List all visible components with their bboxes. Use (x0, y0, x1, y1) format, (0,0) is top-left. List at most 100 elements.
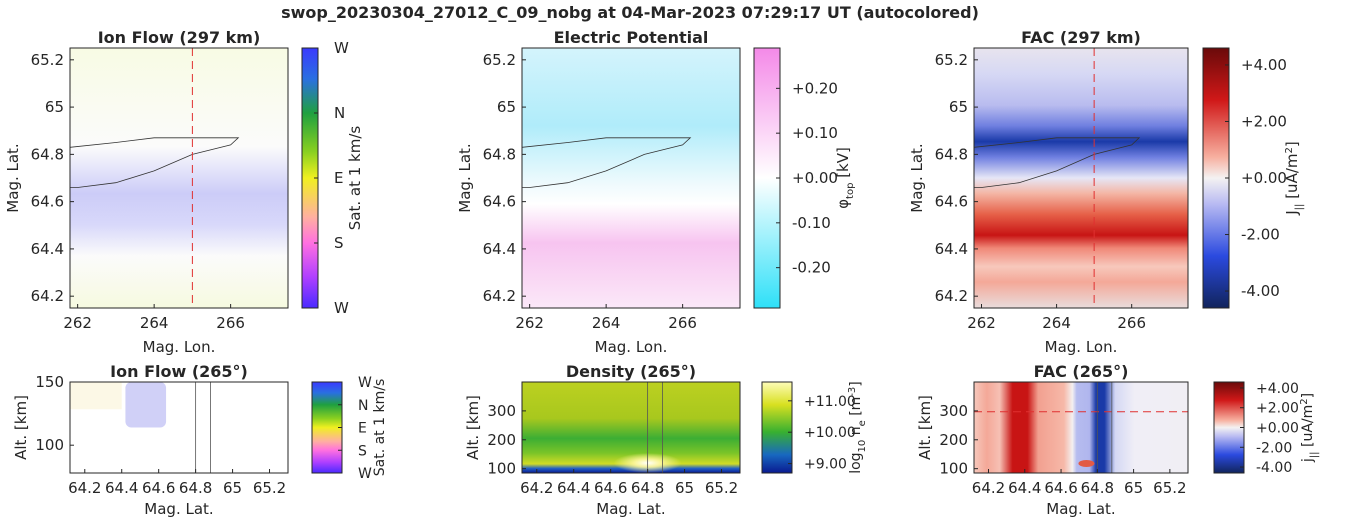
colorbar-tick-label: -0.10 (792, 214, 831, 232)
y-tick-label: 300 (487, 402, 516, 420)
axes-frame (973, 381, 1189, 474)
x-tick-label: 262 (63, 314, 92, 332)
y-tick-label: 65.2 (31, 51, 64, 69)
x-tick-label: 64.2 (972, 479, 1005, 497)
y-tick-label: 200 (939, 431, 968, 449)
colorbar-tick-label: +2.00 (1241, 112, 1287, 130)
x-tick-label: 264 (1042, 314, 1071, 332)
flow-patch (125, 382, 167, 428)
colorbar-tick-label: E (334, 169, 343, 187)
colorbar-frame (761, 381, 793, 474)
x-tick-label: 64.6 (1044, 479, 1077, 497)
colorbar-label: J|| [uA/m2] (1283, 141, 1305, 215)
x-tick-label: 262 (967, 314, 996, 332)
x-tick-label: 65 (675, 479, 694, 497)
colorbar-tick-label: W (334, 299, 349, 317)
axes-frame (69, 47, 289, 309)
axes-frame (521, 47, 741, 309)
y-tick-label: 200 (487, 431, 516, 449)
fac_top-panel: FAC (297 km) 262 264 266 64.2 64.4 64.6 64.8 65 6… (908, 28, 1305, 356)
y-tick-label: 64.8 (483, 145, 516, 163)
x-axis-label: Mag. Lat. (144, 500, 213, 518)
colorbar-tick-label: W (358, 375, 372, 391)
y-tick-label: 100 (939, 460, 968, 478)
y-tick-label: 65 (497, 98, 516, 116)
axes-frame (69, 381, 289, 474)
y-tick-label: 64.2 (935, 287, 968, 305)
colorbar-tick-label: +2.00 (1256, 401, 1299, 417)
x-tick-label: 266 (668, 314, 697, 332)
colorbar-tick-label: E (358, 421, 367, 437)
colorbar-tick-label: N (358, 398, 368, 414)
y-tick-label: 64.6 (483, 193, 516, 211)
colorbar-gradient (312, 382, 342, 473)
colorbar-tick-label: +0.00 (792, 169, 838, 187)
colorbar: W N E S W Sat. at 1 km/s (301, 39, 364, 317)
x-tick-label: 64.2 (68, 479, 101, 497)
panel-title: FAC (265°) (1034, 362, 1129, 381)
x-axis-label: Mag. Lon. (143, 338, 216, 356)
contour-line (69, 137, 240, 188)
y-tick-label: 100 (35, 436, 64, 454)
colorbar-tick-label: +4.00 (1256, 381, 1299, 397)
colorbar-tick-label: W (334, 39, 349, 57)
panel-title: FAC (297 km) (1021, 28, 1141, 47)
axes-frame (973, 47, 1189, 309)
panel-title: Density (265°) (566, 362, 696, 381)
heatmap-field (70, 48, 288, 308)
x-tick-label: 65 (1124, 479, 1143, 497)
x-tick-label: 266 (1117, 314, 1146, 332)
colorbar-label: j|| [uA/m2] (1299, 393, 1320, 463)
x-tick-label: 64.8 (1081, 479, 1114, 497)
y-tick-label: 64.8 (31, 145, 64, 163)
y-tick-label: 64.8 (935, 145, 968, 163)
heatmap-field (974, 48, 1188, 308)
contour-line (521, 137, 692, 188)
colorbar-gradient (754, 48, 780, 308)
y-tick-label: 300 (939, 402, 968, 420)
x-tick-label: 64.6 (142, 479, 175, 497)
x-tick-label: 65.2 (253, 479, 286, 497)
potential_top-panel: Electric Potential 262 264 266 64.2 64.4 64.6 6… (456, 28, 856, 356)
colorbar-tick-label: W (358, 466, 372, 482)
density_bottom-panel: Density (265°) 64.2 64.4 64.6 64.8 65 65.2 100 2… (464, 362, 868, 518)
panel-title: Ion Flow (265°) (110, 362, 248, 381)
ion_flow_top-panel: Ion Flow (297 km) 262 264 266 64.2 64.4 64.6 64… (4, 28, 364, 356)
figure-title: swop_20230304_27012_C_09_nobg at 04-Mar-… (281, 3, 979, 22)
colorbar-tick-label: +10.00 (804, 425, 856, 441)
colorbar-tick-label: -2.00 (1241, 226, 1280, 244)
colorbar-label: Sat. at 1 km/s (372, 379, 388, 477)
x-tick-label: 262 (515, 314, 544, 332)
colorbar-tick-label: +4.00 (1241, 56, 1287, 74)
x-tick-label: 264 (592, 314, 621, 332)
y-axis-label: Alt. [km] (464, 395, 482, 460)
x-tick-label: 65.2 (1153, 479, 1186, 497)
y-tick-label: 100 (487, 460, 516, 478)
panel-title: Electric Potential (554, 28, 709, 47)
flow-patch (70, 382, 122, 410)
x-tick-label: 65 (223, 479, 242, 497)
y-tick-label: 65.2 (483, 51, 516, 69)
x-tick-label: 64.8 (179, 479, 212, 497)
colorbar-gradient (1214, 382, 1244, 473)
colorbar-tick-label: N (334, 104, 345, 122)
colorbar-tick-label: -4.00 (1241, 282, 1280, 300)
colorbar-label: φtop [kV] (834, 147, 856, 209)
x-tick-label: 264 (140, 314, 169, 332)
x-axis-label: Mag. Lat. (1046, 500, 1115, 518)
colorbar-tick-label: +9.00 (804, 457, 847, 473)
colorbar: +4.00 +2.00 +0.00 -2.00 -4.00 j|| [uA/m2] (1213, 381, 1320, 476)
y-tick-label: 64.6 (31, 193, 64, 211)
colorbar-tick-label: -4.00 (1256, 460, 1292, 476)
colorbar: +4.00 +2.00 +0.00 -2.00 -4.00 J|| [uA/m2] (1202, 47, 1305, 309)
fac_bottom-panel: FAC (265°) 64.2 64.4 64.6 64.8 65 65.2 100 200 30… (916, 362, 1320, 518)
y-axis-label: Alt. [km] (12, 395, 30, 460)
colorbar-gradient (1203, 48, 1229, 308)
y-tick-label: 64.4 (31, 240, 64, 258)
contour-line (973, 137, 1141, 188)
y-tick-label: 64.6 (935, 193, 968, 211)
y-tick-label: 65 (949, 98, 968, 116)
colorbar-tick-label: +0.00 (1241, 169, 1287, 187)
colorbar-tick-label: +0.20 (792, 79, 838, 97)
